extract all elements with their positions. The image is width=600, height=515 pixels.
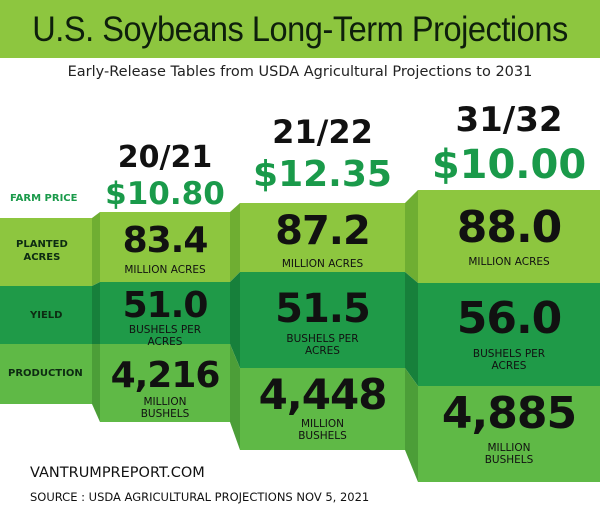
col2-acres-band <box>240 203 405 272</box>
col3-side-production <box>405 368 418 482</box>
col3-planted-acres-unit: MILLION ACRES <box>468 256 550 268</box>
band-left-production <box>0 344 92 404</box>
col3-yield-unit: BUSHELS PER ACRES <box>418 348 600 372</box>
col1-side-production <box>92 344 100 422</box>
col1-side-yield <box>92 282 100 344</box>
col2-yield-unit-line2: ACRES <box>305 345 340 357</box>
col1-production-unit-line1: MILLION <box>143 396 187 408</box>
col3-yield-value: 56.0 <box>456 293 563 344</box>
col2-side-yield <box>230 272 240 368</box>
col3-planted-acres-value: 88.0 <box>456 202 563 253</box>
col1-production-unit-line2: BUSHELS <box>140 408 190 420</box>
col1-production-value: 4,216 <box>110 355 221 396</box>
col3-production-band <box>418 386 600 482</box>
col3-yield-band <box>418 283 600 386</box>
col1-acres-band <box>100 212 230 282</box>
row-label-planted-acres: PLANTED ACRES <box>16 238 68 264</box>
col3-yield-unit-line2: ACRES <box>491 360 527 372</box>
col2-planted-acres-unit: MILLION ACRES <box>281 258 364 270</box>
col1-yield-unit: BUSHELS PER ACRES <box>100 324 230 348</box>
col3-production-unit-line1: MILLION <box>487 442 531 454</box>
col1-yield-unit-line2: ACRES <box>147 336 183 348</box>
col2-production-unit-line2: BUSHELS <box>298 430 347 442</box>
col2-production-unit-line1: MILLION <box>300 418 345 430</box>
col1-farm-price: $10.80 <box>105 176 225 212</box>
title-banner <box>0 0 600 58</box>
row-label-production: PRODUCTION <box>8 368 83 379</box>
col2-yield-value: 51.5 <box>275 286 371 332</box>
col2-yield-band <box>240 272 405 368</box>
col3-farm-price: $10.00 <box>431 142 587 188</box>
col3-production-value: 4,885 <box>441 388 577 439</box>
page-subtitle: Early-Release Tables from USDA Agricultu… <box>67 64 533 80</box>
row-label-planted-line1: PLANTED <box>16 239 68 250</box>
col1-yield-band <box>100 282 230 344</box>
source-note: SOURCE : USDA AGRICULTURAL PROJECTIONS N… <box>30 490 370 504</box>
col3-production-unit-line2: BUSHELS <box>484 454 534 466</box>
col1-year: 20/21 <box>117 140 213 175</box>
col2-side-production <box>230 344 240 450</box>
col3-production-unit: MILLION BUSHELS <box>418 442 600 466</box>
col1-yield-value: 51.0 <box>122 285 209 326</box>
band-left-acres <box>0 218 92 286</box>
col2-farm-price: $12.35 <box>253 154 392 195</box>
col1-yield-unit-line1: BUSHELS PER <box>128 324 202 336</box>
col3-side-yield <box>405 272 418 386</box>
col1-production-unit: MILLION BUSHELS <box>100 396 230 420</box>
col2-planted-acres-value: 87.2 <box>275 208 371 254</box>
col2-yield-unit: BUSHELS PER ACRES <box>240 333 405 357</box>
col3-side-acres <box>405 190 418 283</box>
col3-year: 31/32 <box>455 100 563 140</box>
row-label-farm-price: FARM PRICE <box>10 193 78 204</box>
col2-yield-unit-line1: BUSHELS PER <box>286 333 359 345</box>
col2-production-band <box>240 368 405 450</box>
col2-production-unit: MILLION BUSHELS <box>240 418 405 442</box>
page-title: U.S. Soybeans Long-Term Projections <box>32 10 568 49</box>
col1-planted-acres-unit: MILLION ACRES <box>124 264 206 276</box>
band-left-yield <box>0 286 92 344</box>
col2-side-acres <box>230 203 240 282</box>
col1-side-acres <box>92 212 100 286</box>
site-url: VANTRUMPREPORT.COM <box>30 465 205 481</box>
row-label-planted-line2: ACRES <box>23 252 61 263</box>
row-label-yield: YIELD <box>30 310 63 321</box>
col1-planted-acres-value: 83.4 <box>122 220 209 261</box>
col2-production-value: 4,448 <box>258 370 388 419</box>
col3-acres-band <box>418 190 600 283</box>
col1-production-band <box>100 344 230 422</box>
col3-yield-unit-line1: BUSHELS PER <box>472 348 546 360</box>
col2-year: 21/22 <box>272 113 373 151</box>
